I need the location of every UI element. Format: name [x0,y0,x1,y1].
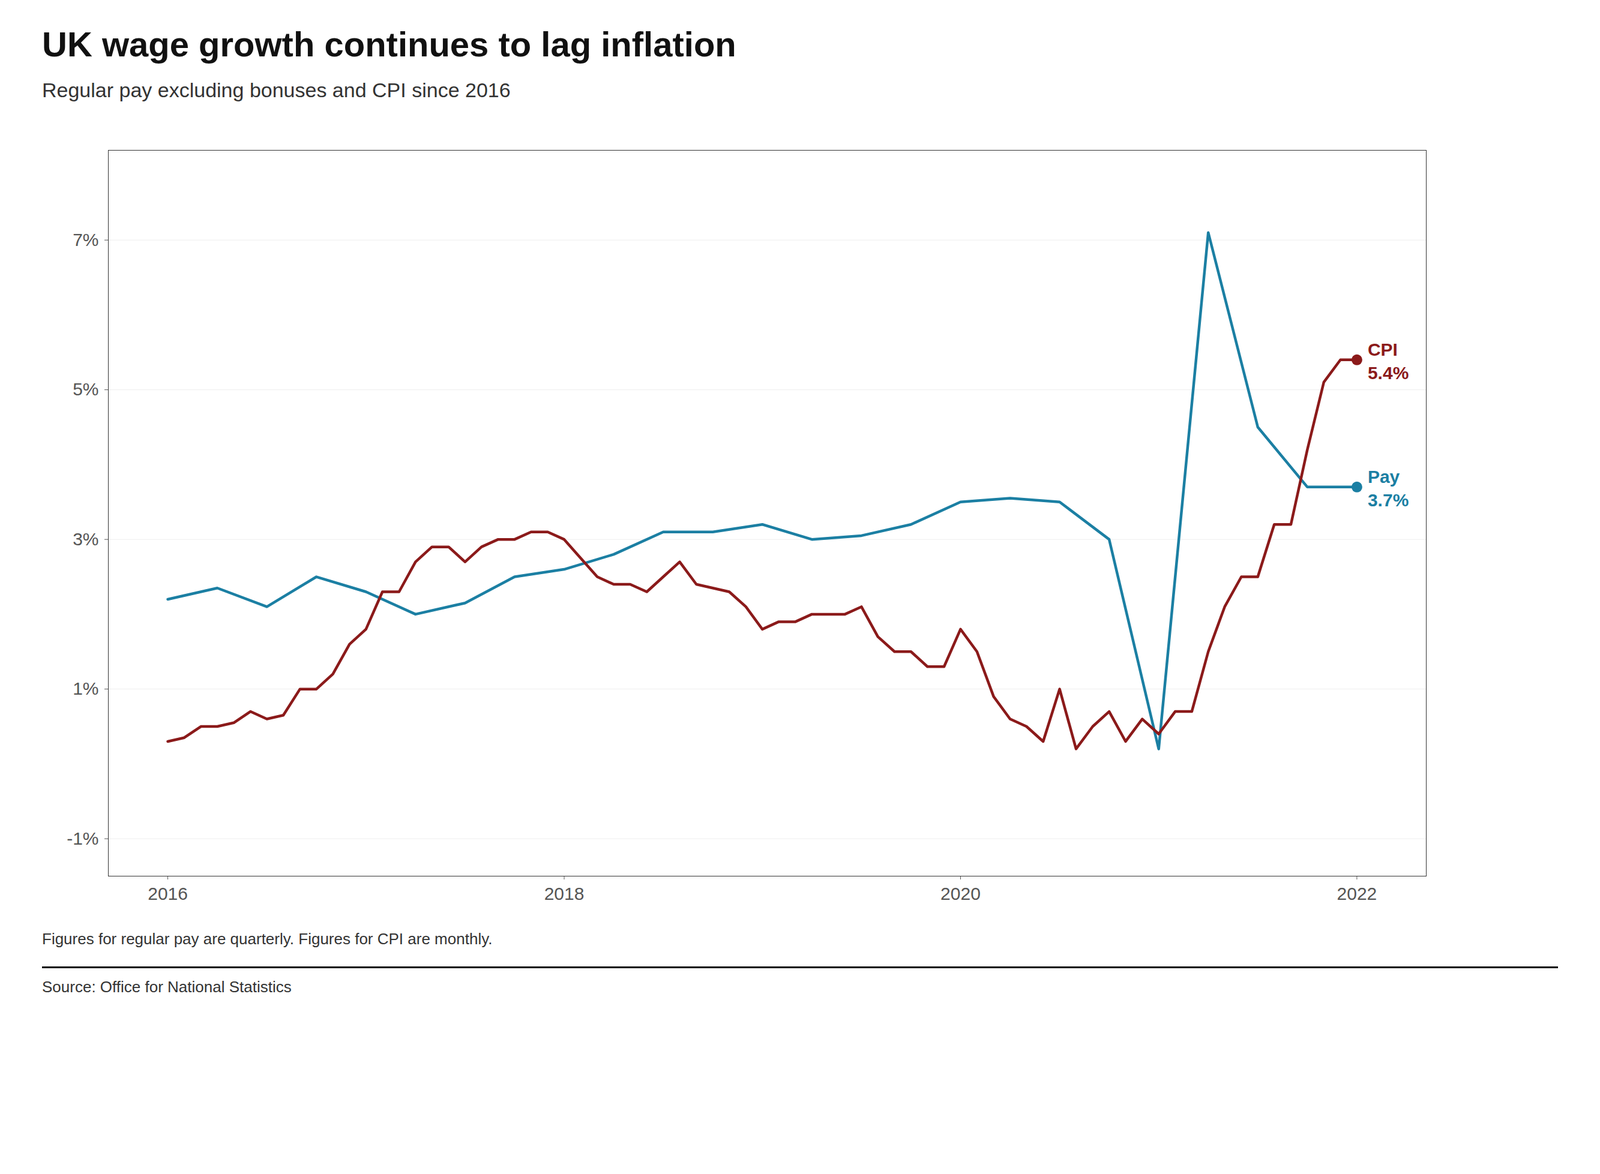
html-text:UK wage growth continues to la: UK wage growth continues to lag inflatio… [42,24,737,64]
svg-text:5%: 5% [72,379,99,400]
svg-text:3%: 3% [72,529,99,550]
html-text:Regular pay excluding bonuses: Regular pay excluding bonuses and CPI si… [42,78,511,102]
svg-text:2016: 2016 [147,884,188,904]
svg-text:2022: 2022 [1337,884,1378,904]
html-text:Figures for regular pay are qu: Figures for regular pay are quarterly. F… [42,930,493,949]
html-text:Source: Office for National St: Source: Office for National Statistics [42,978,292,997]
svg-text:2020: 2020 [940,884,981,904]
svg-text:2018: 2018 [544,884,585,904]
svg-text:1%: 1% [72,678,99,699]
svg-text:CPI5.4%: CPI5.4% [1367,339,1409,383]
svg-text:-1%: -1% [66,828,99,849]
svg-text:Pay3.7%: Pay3.7% [1367,466,1409,511]
svg-text:7%: 7% [72,229,99,250]
